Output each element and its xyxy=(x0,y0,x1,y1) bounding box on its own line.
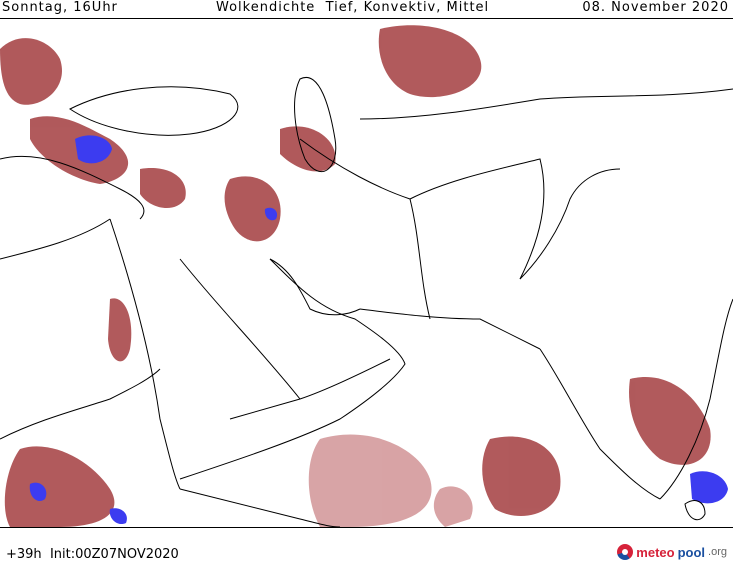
boundaries-layer xyxy=(0,76,733,527)
cloud-area-caucasus xyxy=(280,126,336,172)
brand-meteo: meteo xyxy=(636,544,675,560)
convective-cell-africa xyxy=(29,482,47,502)
coastline-arabia-east xyxy=(179,258,406,480)
meteopool-logo[interactable]: meteo pool .org xyxy=(617,544,727,560)
coastline-iran-pakistan xyxy=(359,308,541,350)
cloud-area-south-india xyxy=(629,377,711,465)
coastline-persian-gulf xyxy=(269,258,361,316)
cloud-area-arabian-sea-south xyxy=(482,436,561,517)
medium-cloud-layer xyxy=(308,434,473,527)
convective-layer xyxy=(29,135,728,525)
coastline-india-west xyxy=(539,348,661,500)
run-info: +39h Init:00Z07NOV2020 xyxy=(6,547,179,562)
cloud-cover-layer xyxy=(0,25,711,527)
convective-cell-iraq xyxy=(264,207,278,221)
cloud-area-iraq xyxy=(224,176,281,242)
cloud-area-levant xyxy=(140,168,186,209)
cloud-area-balkans xyxy=(0,38,62,105)
cloud-area-indian-ocean xyxy=(308,434,432,527)
day-time-label: Sonntag, 16Uhr xyxy=(2,0,118,15)
brand-tld: .org xyxy=(708,546,727,558)
convective-cell-africa-south xyxy=(109,508,127,525)
coastline-red-sea xyxy=(109,218,181,490)
coastline-mediterranean xyxy=(0,155,145,220)
convective-cell-sri-lanka xyxy=(690,471,728,504)
meteopool-logo-icon xyxy=(617,544,634,560)
border-central-asia xyxy=(359,88,733,120)
coastline-india-east xyxy=(659,298,733,500)
date-label: 08. November 2020 xyxy=(582,0,729,15)
coastline-sri-lanka xyxy=(684,500,706,521)
cloud-area-central-asia xyxy=(378,25,482,98)
border-africa xyxy=(0,218,161,440)
weather-map xyxy=(0,18,733,528)
convective-cell-turkey xyxy=(75,135,112,164)
cloud-area-red-sea xyxy=(108,298,132,362)
brand-pool: pool xyxy=(677,544,706,560)
border-pakistan-india xyxy=(519,168,621,280)
coastline-africa-horn xyxy=(179,488,341,527)
cloud-area-east-africa xyxy=(4,446,115,527)
coastline-caspian xyxy=(294,76,337,172)
border-afghanistan xyxy=(409,158,545,280)
border-arabia xyxy=(179,258,391,420)
map-title: Wolkendichte Tief, Konvektiv, Mittel xyxy=(216,0,490,15)
cloud-area-somalia-coast xyxy=(433,486,473,527)
coastline-black-sea xyxy=(69,86,239,136)
